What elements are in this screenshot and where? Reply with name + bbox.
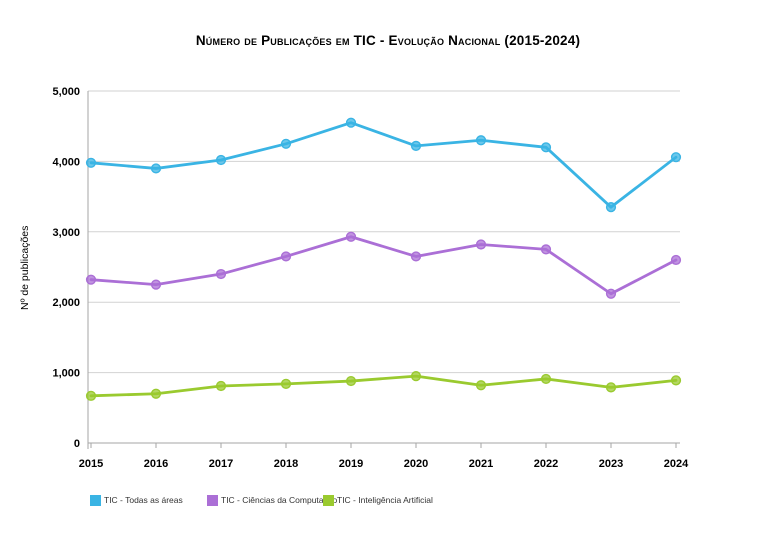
x-tick-label-2023: 2023 (599, 458, 623, 470)
point-tic-todas-as-areas-2022 (540, 142, 552, 153)
x-tick-label-2019: 2019 (339, 458, 363, 470)
point-tic-todas-as-areas-2023 (605, 202, 617, 213)
point-tic-inteligencia-artificial-2015 (85, 390, 97, 401)
point-tic-ciencias-da-computacao-2023 (605, 288, 617, 299)
line-tic-todas-as-areas (89, 121, 678, 209)
x-tick-label-2018: 2018 (274, 458, 298, 470)
point-tic-ciencias-da-computacao-2022 (540, 244, 552, 255)
point-tic-ciencias-da-computacao-2016 (150, 279, 162, 290)
point-tic-ciencias-da-computacao-2019 (345, 231, 357, 242)
y-tick-label: 5,000 (52, 86, 80, 98)
point-tic-inteligencia-artificial-2022 (540, 373, 552, 385)
point-tic-todas-as-areas-2021 (475, 135, 487, 146)
chart-title: Número de Publicações em TIC - Evolução … (195, 33, 581, 48)
x-tick-label-2024: 2024 (664, 458, 689, 470)
point-tic-inteligencia-artificial-2018 (280, 378, 292, 389)
point-tic-inteligencia-artificial-2024 (670, 375, 682, 386)
line-tic-inteligencia-artificial (89, 374, 678, 398)
point-tic-inteligencia-artificial-2017 (215, 380, 227, 392)
point-tic-todas-as-areas-2018 (280, 138, 292, 149)
y-tick-label: 2,000 (52, 297, 80, 309)
point-tic-ciencias-da-computacao-2024 (670, 254, 682, 266)
point-tic-inteligencia-artificial-2019 (345, 375, 357, 387)
line-tic-ciencias-da-computacao (89, 235, 678, 296)
point-tic-ciencias-da-computacao-2021 (475, 239, 487, 250)
y-tick-label: 4,000 (52, 156, 80, 168)
point-tic-ciencias-da-computacao-2017 (215, 268, 227, 280)
x-tick-label-2016: 2016 (144, 458, 168, 470)
point-tic-ciencias-da-computacao-2015 (85, 274, 97, 285)
point-tic-ciencias-da-computacao-2018 (280, 251, 292, 262)
point-tic-inteligencia-artificial-2023 (605, 382, 617, 393)
x-tick-label-2020: 2020 (404, 458, 428, 470)
x-tick-label-2017: 2017 (209, 458, 233, 470)
point-tic-inteligencia-artificial-2020 (410, 371, 422, 382)
x-tick-label-2022: 2022 (534, 458, 558, 470)
point-tic-todas-as-areas-2019 (345, 117, 357, 128)
point-tic-todas-as-areas-2020 (410, 140, 422, 152)
point-tic-inteligencia-artificial-2016 (150, 388, 162, 399)
point-tic-todas-as-areas-2016 (150, 163, 162, 174)
x-tick-label-2015: 2015 (79, 458, 103, 470)
y-tick-label: 3,000 (52, 227, 80, 239)
y-tick-label: 1,000 (52, 368, 80, 380)
point-tic-todas-as-areas-2015 (85, 157, 97, 168)
x-tick-label-2021: 2021 (469, 458, 493, 470)
point-tic-inteligencia-artificial-2021 (475, 380, 487, 391)
point-tic-todas-as-areas-2017 (215, 154, 227, 166)
point-tic-ciencias-da-computacao-2020 (410, 251, 422, 262)
y-tick-label: 0 (74, 438, 80, 450)
point-tic-todas-as-areas-2024 (670, 152, 682, 163)
